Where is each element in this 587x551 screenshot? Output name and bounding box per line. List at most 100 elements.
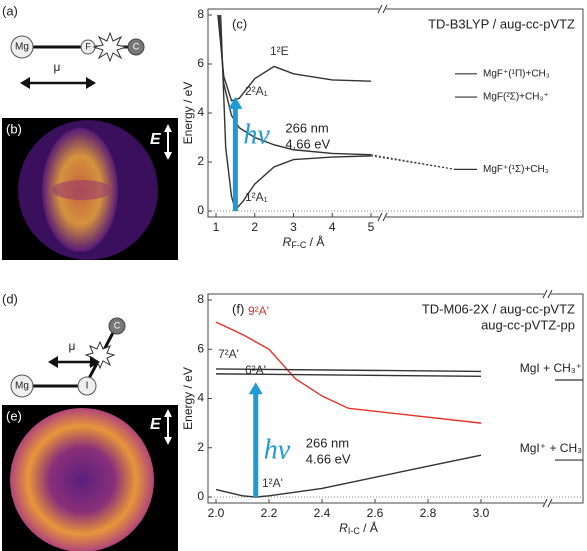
x-tick-label: 2.2	[261, 506, 278, 520]
curve-label: 1²A₁	[245, 190, 268, 204]
x-axis-symbol: R	[283, 235, 292, 249]
arrow-head	[86, 77, 96, 89]
axis-break	[544, 290, 551, 298]
y-axis-title: Energy / eV	[181, 367, 195, 430]
image	[10, 408, 154, 551]
axis-break	[542, 498, 553, 508]
y-tick-label: 6	[197, 341, 204, 355]
field-label: E	[150, 131, 162, 148]
field-label: E	[150, 416, 162, 433]
panel-label: (e)	[6, 408, 22, 423]
atom-label: F	[85, 41, 91, 51]
connector	[370, 155, 456, 170]
atom	[77, 376, 97, 396]
mu-label: μ	[69, 339, 76, 353]
axis-break	[377, 4, 388, 14]
panel-label: (d)	[2, 291, 18, 306]
arrow-head	[48, 356, 58, 368]
x-tick-label: 2	[251, 220, 258, 234]
curve	[215, 373, 482, 378]
y-tick-label: 4	[197, 105, 204, 119]
x-tick-label: 2.0	[208, 506, 225, 520]
curve	[215, 321, 482, 424]
x-tick-label: 2.4	[314, 506, 331, 520]
panel-label: (c)	[232, 16, 247, 31]
asymptote-label: MgF(²Σ)+CH₃⁺	[483, 92, 549, 103]
y-tick-label: 2	[197, 440, 204, 454]
mu-label: μ	[54, 60, 61, 74]
arrow-head	[228, 96, 243, 109]
chart-title: TD-B3LYP / aug-cc-pVTZ	[428, 16, 575, 31]
chart-subtitle: aug-cc-pVTZ-pp	[481, 317, 575, 332]
atom	[127, 38, 145, 56]
y-tick-label: 8	[197, 292, 204, 306]
atom-label: C	[114, 320, 121, 330]
arrow-head	[164, 437, 172, 445]
x-tick-label: 3	[290, 220, 297, 234]
panel-label: (a)	[2, 3, 18, 18]
curve	[218, 14, 372, 156]
energy-label: 4.66 eV	[306, 452, 351, 467]
x-axis-subscript: I-C	[348, 526, 360, 536]
x-axis-symbol: R	[339, 521, 348, 535]
x-axis-title: RF-C / Å	[283, 234, 325, 250]
curve	[215, 454, 482, 498]
x-tick-label: 4	[329, 220, 336, 234]
arrow-head	[164, 152, 172, 160]
atom-label: C	[133, 41, 140, 51]
curve-label: 2²A₁	[245, 84, 268, 98]
arrow-head	[164, 124, 172, 132]
curve-label: 7²A'	[218, 347, 239, 361]
image-waist	[52, 180, 112, 200]
x-tick-label: 1	[213, 220, 220, 234]
atom-label: Mg	[15, 381, 29, 392]
atom-label: I	[86, 381, 89, 392]
y-axis-title: Energy / eV	[181, 82, 195, 145]
curve-label: 1²A'	[262, 476, 283, 490]
panel-label: (b)	[6, 121, 22, 136]
atom	[10, 35, 34, 59]
wavelength-label: 266 nm	[285, 120, 328, 135]
axis-break	[379, 213, 386, 221]
asymptote-label: MgF⁺(¹Π)+CH₃	[483, 68, 550, 79]
arrow-head	[90, 356, 100, 368]
y-tick-label: 4	[197, 391, 204, 405]
axis-break	[544, 499, 551, 507]
energy-label: 4.66 eV	[285, 136, 330, 151]
curve	[219, 14, 372, 212]
x-axis-title: RI-C / Å	[339, 520, 378, 536]
curve	[217, 14, 372, 102]
x-tick-label: 2.8	[420, 506, 437, 520]
photon-label: hν	[243, 119, 270, 150]
asymptote-label: MgI + CH₃⁺	[520, 361, 582, 375]
photon-label: hν	[264, 435, 291, 466]
arrow-head	[164, 409, 172, 417]
x-axis-subscript: F-C	[291, 240, 306, 250]
arrow-head	[20, 77, 30, 89]
arrow-head	[248, 382, 263, 395]
x-tick-label: 2.6	[367, 506, 384, 520]
wavelength-label: 266 nm	[306, 436, 349, 451]
atom-label: Mg	[15, 42, 29, 53]
asymptote-label: MgF⁺(¹Σ)+CH₃	[483, 164, 549, 175]
y-tick-label: 0	[197, 489, 204, 503]
panel-label: (f)	[232, 301, 244, 316]
axis-break	[379, 5, 386, 13]
y-tick-label: 8	[197, 7, 204, 21]
curve-label: 1²E	[270, 44, 289, 58]
y-tick-label: 0	[197, 203, 204, 217]
atom	[108, 317, 126, 335]
axis-break	[377, 212, 388, 222]
plot-frame	[207, 8, 584, 218]
axis-break	[542, 289, 553, 299]
curve-label: 6²A'	[245, 363, 266, 377]
chart-title: TD-M06-2X / aug-cc-pVTZ	[422, 301, 575, 316]
x-tick-label: 5	[368, 220, 375, 234]
curve-label: 9²A'	[248, 304, 269, 318]
curve	[215, 368, 482, 373]
y-tick-label: 6	[197, 56, 204, 70]
x-axis-unit: / Å	[306, 234, 324, 249]
x-axis-unit: / Å	[360, 520, 378, 535]
asymptote-label: MgI⁺ + CH₃	[520, 441, 582, 455]
